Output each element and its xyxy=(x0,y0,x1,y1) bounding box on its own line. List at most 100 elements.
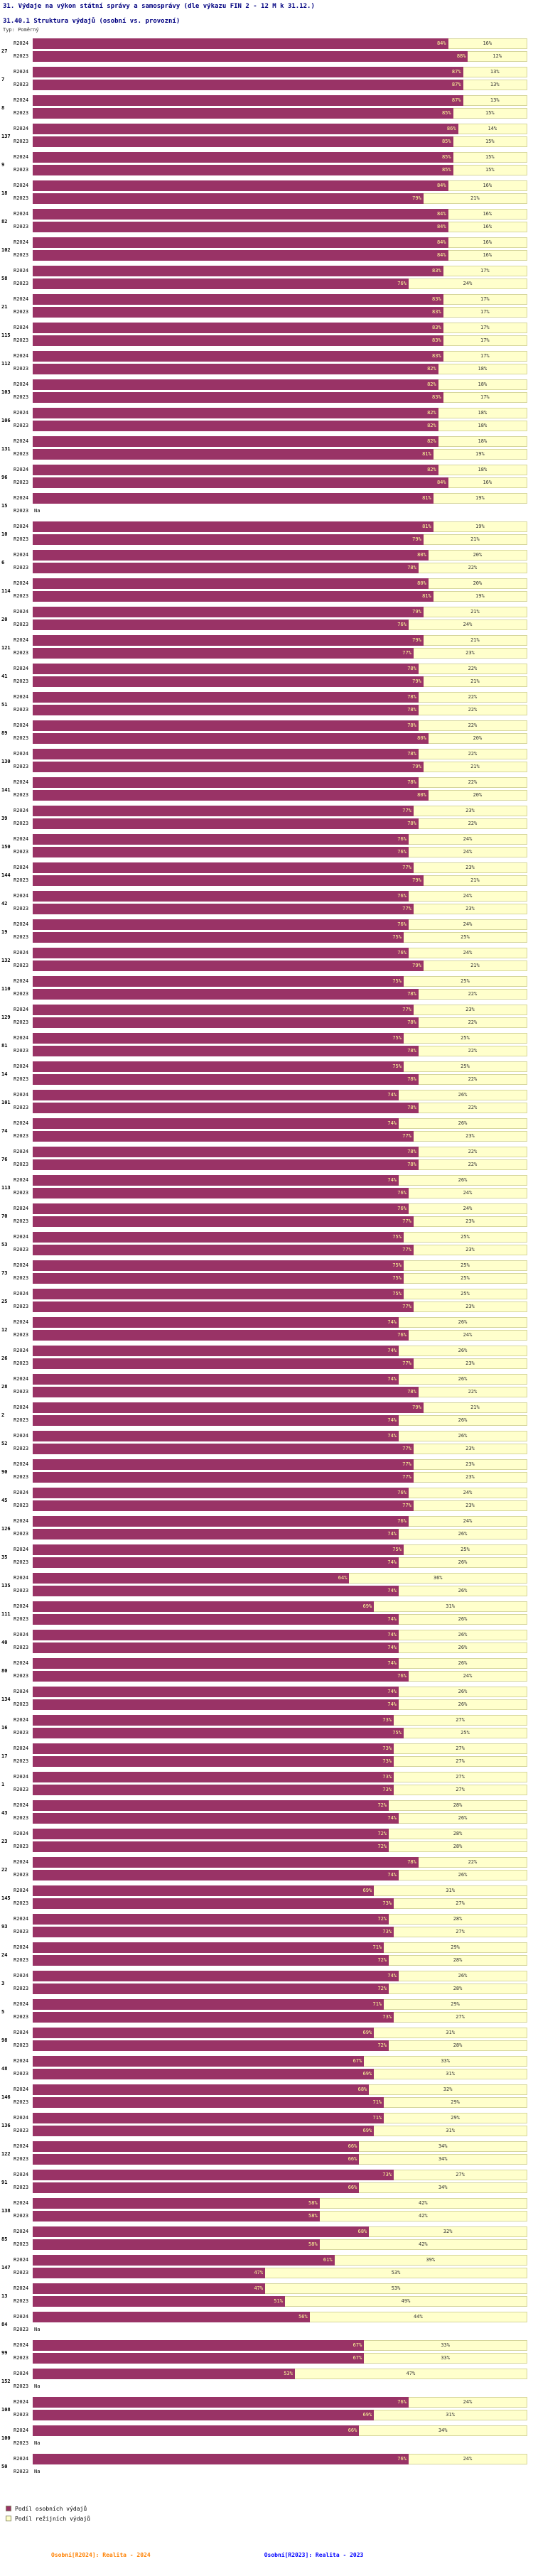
bar-track: 85% 15% xyxy=(33,151,527,163)
osobni-percent-label: 82% xyxy=(427,365,436,372)
rezijni-segment: 19% xyxy=(433,590,527,602)
bar-track: 78% 22% xyxy=(33,1386,527,1397)
group-id-label: 73 xyxy=(1,1270,8,1276)
osobni-segment: 82% xyxy=(33,407,438,418)
bar-row-r2024: R2024 87% 13% xyxy=(0,94,533,107)
rezijni-segment: 22% xyxy=(418,1017,527,1028)
bar-row-r2023: R2023 Na xyxy=(0,2465,533,2478)
bar-track: 71% 29% xyxy=(33,2096,527,2108)
rezijni-percent-label: 25% xyxy=(461,978,470,984)
bar-row-r2024: R2024 81% 19% xyxy=(0,520,533,533)
bar-group: 121 R2024 79% 21% R2023 77% 23% xyxy=(0,634,533,662)
rezijni-percent-label: 17% xyxy=(480,337,490,343)
osobni-segment: 77% xyxy=(33,1004,414,1015)
osobni-percent-label: 85% xyxy=(441,153,451,160)
osobni-percent-label: 74% xyxy=(387,1631,397,1638)
rezijni-percent-label: 18% xyxy=(478,365,488,372)
bar-track: 58% 42% xyxy=(33,2239,527,2250)
osobni-segment: 61% xyxy=(33,2254,335,2266)
osobni-segment: 69% xyxy=(33,2068,375,2079)
osobni-percent-label: 69% xyxy=(362,2070,372,2077)
rezijni-segment: 31% xyxy=(374,1885,527,1896)
rezijni-segment: 34% xyxy=(359,2141,527,2152)
bar-row-r2024: R2024 82% 18% xyxy=(0,406,533,419)
osobni-percent-label: 76% xyxy=(397,1489,407,1495)
group-id-label: 7 xyxy=(1,77,5,82)
bar-track: 77% 23% xyxy=(33,1471,527,1483)
osobni-percent-label: 79% xyxy=(412,637,421,643)
bar-track: 77% 23% xyxy=(33,1459,527,1470)
rezijni-segment: 16% xyxy=(448,38,527,49)
osobni-segment: 82% xyxy=(33,464,438,475)
year-label: R2024 xyxy=(14,154,29,160)
bar-track: 61% 39% xyxy=(33,2254,527,2266)
rezijni-segment: 24% xyxy=(408,1670,527,1682)
bar-track: 71% 29% xyxy=(33,2112,527,2123)
year-label: R2024 xyxy=(14,1064,29,1069)
bar-row-r2024: R2024 82% 18% xyxy=(0,378,533,391)
rezijni-percent-label: 24% xyxy=(463,835,473,842)
section-title: 31.40.1 Struktura výdajů (osobní vs. pro… xyxy=(3,18,181,25)
year-label: R2023 xyxy=(14,2355,29,2361)
osobni-segment: 64% xyxy=(33,1572,350,1584)
osobni-segment: 66% xyxy=(33,2182,360,2193)
osobni-percent-label: 79% xyxy=(412,536,421,542)
rezijni-percent-label: 12% xyxy=(492,53,502,59)
rezijni-percent-label: 27% xyxy=(456,1716,465,1723)
osobni-segment: 75% xyxy=(33,931,404,943)
rezijni-segment: 34% xyxy=(359,2182,527,2193)
year-label: R2023 xyxy=(14,906,29,911)
year-label: R2024 xyxy=(14,2456,29,2462)
osobni-percent-label: 69% xyxy=(362,2127,372,2133)
bar-track: 78% 22% xyxy=(33,1102,527,1113)
bar-row-r2023: R2023 80% 20% xyxy=(0,789,533,801)
bar-track: 84% 16% xyxy=(33,180,527,191)
group-id-label: 136 xyxy=(1,2123,11,2128)
osobni-percent-label: 79% xyxy=(412,763,421,769)
osobni-percent-label: 69% xyxy=(362,2411,372,2418)
group-id-label: 70 xyxy=(1,1213,8,1219)
osobni-segment: 76% xyxy=(33,947,409,958)
rezijni-percent-label: 26% xyxy=(458,1814,468,1821)
osobni-percent-label: 80% xyxy=(417,735,426,741)
group-id-label: 103 xyxy=(1,389,11,395)
rezijni-percent-label: 28% xyxy=(453,1802,463,1808)
osobni-segment: 74% xyxy=(33,1812,399,1824)
bar-row-r2023: R2023 76% 24% xyxy=(0,277,533,290)
rezijni-percent-label: 13% xyxy=(490,97,500,103)
osobni-percent-label: 66% xyxy=(348,2143,357,2149)
group-id-label: 115 xyxy=(1,332,11,338)
bar-row-r2024: R2024 84% 16% xyxy=(0,179,533,192)
bar-group: 13 R2024 47% 53% R2023 51% 49% xyxy=(0,2282,533,2310)
rezijni-percent-label: 27% xyxy=(456,1900,465,1906)
bar-row-r2024: R2024 78% 22% xyxy=(0,719,533,732)
bar-track: 78% 22% xyxy=(33,818,527,829)
osobni-percent-label: 75% xyxy=(392,1233,402,1240)
osobni-percent-label: 71% xyxy=(372,2114,382,2121)
bar-row-r2023: R2023 78% 22% xyxy=(0,561,533,574)
bar-track: 74% 26% xyxy=(33,1812,527,1824)
bar-row-r2023: R2023 75% 25% xyxy=(0,1272,533,1284)
osobni-percent-label: 82% xyxy=(427,466,436,472)
bar-group: 144 R2024 77% 23% R2023 79% 21% xyxy=(0,861,533,889)
osobni-percent-label: 69% xyxy=(362,2029,372,2035)
bar-row-r2024: R2024 84% 16% xyxy=(0,37,533,50)
year-label: R2024 xyxy=(14,381,29,387)
bar-row-r2024: R2024 77% 23% xyxy=(0,861,533,874)
osobni-percent-label: 74% xyxy=(387,1375,397,1382)
group-id-label: 51 xyxy=(1,702,8,708)
year-label: R2023 xyxy=(14,2327,29,2332)
rezijni-segment: 34% xyxy=(359,2425,527,2436)
rezijni-segment: 25% xyxy=(404,1727,527,1738)
bar-row-r2024: R2024 71% 29% xyxy=(0,1998,533,2011)
osobni-segment: 78% xyxy=(33,691,419,703)
rezijni-percent-label: 21% xyxy=(470,962,480,968)
bar-row-r2023: R2023 88% 12% xyxy=(0,50,533,63)
bar-row-r2024: R2024 77% 23% xyxy=(0,1003,533,1016)
osobni-segment: 77% xyxy=(33,805,414,816)
osobni-segment: 73% xyxy=(33,1743,394,1754)
year-label: R2024 xyxy=(14,2399,29,2405)
group-id-label: 150 xyxy=(1,844,11,850)
bar-row-r2024: R2024 73% 27% xyxy=(0,1770,533,1783)
osobni-segment: 76% xyxy=(33,1515,409,1527)
